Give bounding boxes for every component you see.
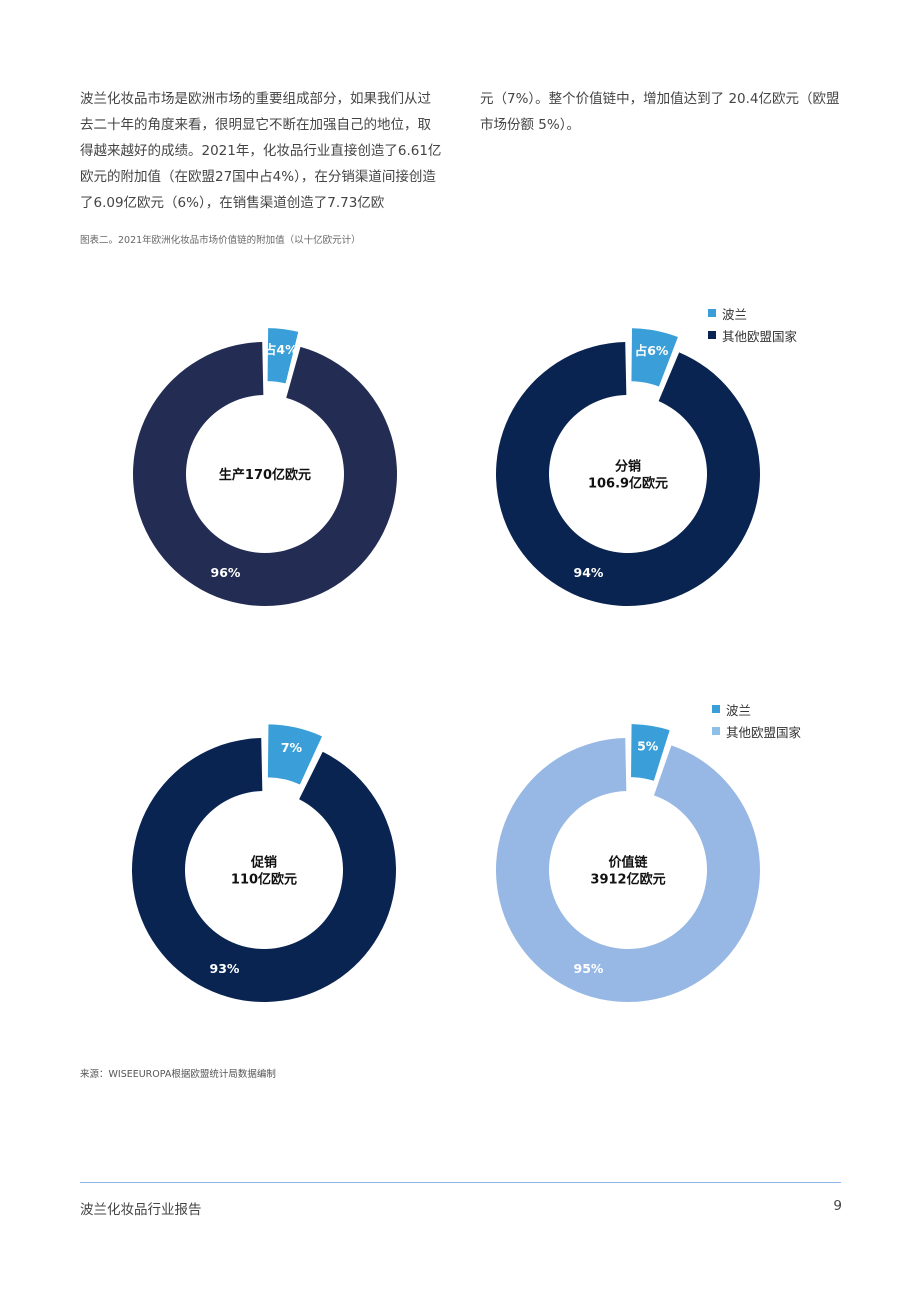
- donut-slice-poland: [267, 328, 299, 384]
- data-label-other-eu: 96%: [211, 565, 241, 580]
- donut-center-label: 110亿欧元: [231, 872, 297, 888]
- donut-slice-other-eu: [133, 342, 398, 606]
- footer-divider: [80, 1182, 841, 1183]
- legend-item: 波兰: [712, 698, 801, 720]
- legend-top: 波兰 其他欧盟国家: [708, 302, 797, 346]
- data-label-other-eu: 95%: [574, 961, 604, 976]
- donut-center-label: 分销: [615, 459, 641, 475]
- donut-center-label: 3912亿欧元: [590, 872, 665, 888]
- data-label-other-eu: 94%: [574, 565, 604, 580]
- donut-chart-production: 占4% 96% 生产170亿欧元: [133, 328, 398, 606]
- body-paragraph-right: 元（7%）。整个价值链中，增加值达到了 20.4亿欧元（欧盟市场份额 5%）。: [480, 91, 840, 133]
- source-note: 来源：WISEEUROPA根据欧盟统计局数据编制: [80, 1069, 276, 1080]
- donut-slice-other-eu: [132, 738, 397, 1002]
- donut-slice-poland: [267, 724, 323, 785]
- legend-label-poland: 波兰: [722, 306, 748, 322]
- legend-bottom: 波兰 其他欧盟国家: [712, 698, 801, 742]
- donut-center-label: 106.9亿欧元: [588, 476, 668, 492]
- data-label-poland: 7%: [281, 740, 303, 755]
- legend-label-other-eu: 其他欧盟国家: [722, 328, 798, 344]
- data-label-poland: 占6%: [635, 343, 669, 358]
- donut-slice-poland: [631, 328, 678, 387]
- donut-center-label: 促销: [250, 855, 277, 871]
- page-number: 9: [833, 1198, 842, 1214]
- footer-report-title: 波兰化妆品行业报告: [80, 1202, 202, 1218]
- body-paragraph-left: 波兰化妆品市场是欧洲市场的重要组成部分，如果我们从过去二十年的角度来看，很明显它…: [80, 91, 442, 211]
- donut-center-label: 价值链: [608, 855, 648, 871]
- figure-caption: 图表二。2021年欧洲化妆品市场价值链的附加值（以十亿欧元计）: [80, 235, 361, 246]
- legend-label-poland: 波兰: [726, 702, 752, 718]
- legend-swatch-poland: [712, 705, 720, 713]
- legend-label-other-eu: 其他欧盟国家: [726, 724, 802, 740]
- data-label-poland: 占4%: [264, 342, 298, 357]
- donut-center-label: 生产170亿欧元: [219, 467, 311, 483]
- legend-swatch-other-eu: [712, 727, 720, 735]
- legend-swatch-other-eu: [708, 331, 716, 339]
- legend-item: 波兰: [708, 302, 797, 324]
- legend-item: 其他欧盟国家: [712, 720, 801, 742]
- data-label-other-eu: 93%: [210, 961, 240, 976]
- legend-item: 其他欧盟国家: [708, 324, 797, 346]
- data-label-poland: 5%: [637, 739, 659, 754]
- donut-slice-other-eu: [496, 738, 760, 1002]
- donut-slice-other-eu: [495, 342, 760, 606]
- legend-swatch-poland: [708, 309, 716, 317]
- donut-slice-poland: [631, 724, 670, 781]
